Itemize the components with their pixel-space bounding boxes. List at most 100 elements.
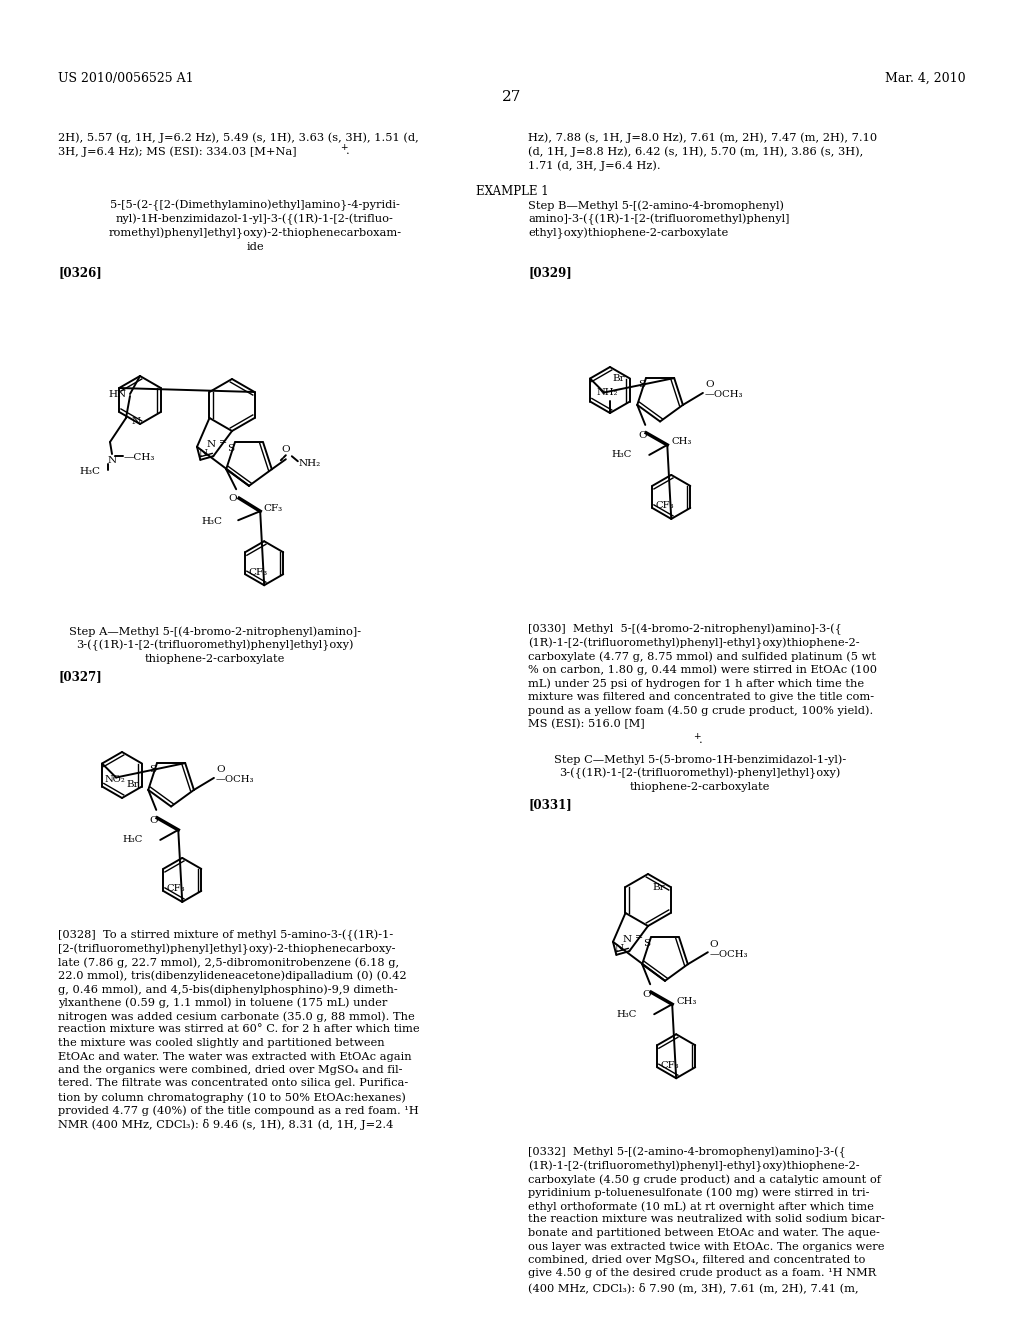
Text: 5-[5-(2-{[2-(Dimethylamino)ethyl]amino}-4-pyridi-: 5-[5-(2-{[2-(Dimethylamino)ethyl]amino}-… (110, 201, 400, 211)
Text: 3-({(1R)-1-[2-(trifluoromethyl)phenyl]ethyl}oxy): 3-({(1R)-1-[2-(trifluoromethyl)phenyl]et… (76, 640, 353, 651)
Text: (400 MHz, CDCl₃): δ 7.90 (m, 3H), 7.61 (m, 2H), 7.41 (m,: (400 MHz, CDCl₃): δ 7.90 (m, 3H), 7.61 (… (528, 1282, 859, 1292)
Text: tion by column chromatography (10 to 50% EtOAc:hexanes): tion by column chromatography (10 to 50%… (58, 1092, 406, 1102)
Text: H₃C: H₃C (616, 1010, 637, 1019)
Text: —CH₃: —CH₃ (124, 453, 156, 462)
Text: [2-(trifluoromethyl)phenyl]ethyl}oxy)-2-thiophenecarboxy-: [2-(trifluoromethyl)phenyl]ethyl}oxy)-2-… (58, 944, 395, 954)
Text: O: O (282, 445, 290, 454)
Text: [0327]: [0327] (58, 671, 101, 682)
Text: —OCH₃: —OCH₃ (705, 391, 743, 400)
Text: O: O (705, 380, 714, 389)
Text: (d, 1H, J=8.8 Hz), 6.42 (s, 1H), 5.70 (m, 1H), 3.86 (s, 3H),: (d, 1H, J=8.8 Hz), 6.42 (s, 1H), 5.70 (m… (528, 147, 863, 157)
Text: NO₂: NO₂ (104, 775, 125, 784)
Text: [0329]: [0329] (528, 267, 571, 279)
Text: the mixture was cooled slightly and partitioned between: the mixture was cooled slightly and part… (58, 1038, 385, 1048)
Text: H₃C: H₃C (201, 516, 222, 525)
Text: N: N (199, 449, 208, 458)
Text: [0328]  To a stirred mixture of methyl 5-amino-3-({(1R)-1-: [0328] To a stirred mixture of methyl 5-… (58, 931, 393, 941)
Text: romethyl)phenyl]ethyl}oxy)-2-thiophenecarboxam-: romethyl)phenyl]ethyl}oxy)-2-thiopheneca… (109, 228, 401, 239)
Text: S: S (643, 940, 650, 948)
Text: EtOAc and water. The water was extracted with EtOAc again: EtOAc and water. The water was extracted… (58, 1052, 412, 1061)
Text: nitrogen was added cesium carbonate (35.0 g, 88 mmol). The: nitrogen was added cesium carbonate (35.… (58, 1011, 415, 1022)
Text: mixture was filtered and concentrated to give the title com-: mixture was filtered and concentrated to… (528, 692, 874, 701)
Text: and the organics were combined, dried over MgSO₄ and fil-: and the organics were combined, dried ov… (58, 1065, 402, 1074)
Text: bonate and partitioned between EtOAc and water. The aque-: bonate and partitioned between EtOAc and… (528, 1228, 880, 1238)
Text: 2H), 5.57 (q, 1H, J=6.2 Hz), 5.49 (s, 1H), 3.63 (s, 3H), 1.51 (d,: 2H), 5.57 (q, 1H, J=6.2 Hz), 5.49 (s, 1H… (58, 132, 419, 143)
Text: ylxanthene (0.59 g, 1.1 mmol) in toluene (175 mL) under: ylxanthene (0.59 g, 1.1 mmol) in toluene… (58, 998, 387, 1008)
Text: (1R)-1-[2-(trifluoromethyl)phenyl]-ethyl}oxy)thiophene-2-: (1R)-1-[2-(trifluoromethyl)phenyl]-ethyl… (528, 1160, 859, 1172)
Text: CF₃: CF₃ (655, 502, 674, 511)
Text: provided 4.77 g (40%) of the title compound as a red foam. ¹H: provided 4.77 g (40%) of the title compo… (58, 1106, 419, 1117)
Text: —OCH₃: —OCH₃ (710, 949, 749, 958)
Text: CF₃: CF₃ (166, 884, 184, 894)
Text: +: + (693, 733, 700, 741)
Text: [0326]: [0326] (58, 267, 101, 279)
Text: g, 0.46 mmol), and 4,5-bis(diphenylphosphino)-9,9 dimeth-: g, 0.46 mmol), and 4,5-bis(diphenylphosp… (58, 983, 397, 994)
Text: Br: Br (653, 883, 666, 891)
Text: pound as a yellow foam (4.50 g crude product, 100% yield).: pound as a yellow foam (4.50 g crude pro… (528, 705, 873, 715)
Text: O: O (228, 494, 238, 503)
Text: NH₂: NH₂ (596, 388, 617, 397)
Text: Step A—Methyl 5-[(4-bromo-2-nitrophenyl)amino]-: Step A—Methyl 5-[(4-bromo-2-nitrophenyl)… (69, 626, 361, 636)
Text: % on carbon, 1.80 g, 0.44 mmol) were stirred in EtOAc (100: % on carbon, 1.80 g, 0.44 mmol) were sti… (528, 664, 877, 675)
Text: =: = (635, 933, 643, 941)
Text: give 4.50 g of the desired crude product as a foam. ¹H NMR: give 4.50 g of the desired crude product… (528, 1269, 877, 1279)
Text: N: N (207, 440, 216, 449)
Text: S: S (227, 445, 234, 453)
Text: [0330]  Methyl  5-[(4-bromo-2-nitrophenyl)amino]-3-({: [0330] Methyl 5-[(4-bromo-2-nitrophenyl)… (528, 624, 842, 635)
Text: carboxylate (4.50 g crude product) and a catalytic amount of: carboxylate (4.50 g crude product) and a… (528, 1173, 881, 1184)
Text: S: S (638, 380, 645, 389)
Text: Hz), 7.88 (s, 1H, J=8.0 Hz), 7.61 (m, 2H), 7.47 (m, 2H), 7.10: Hz), 7.88 (s, 1H, J=8.0 Hz), 7.61 (m, 2H… (528, 132, 878, 143)
Text: CH₃: CH₃ (672, 437, 691, 446)
Text: CF₃: CF₃ (660, 1061, 679, 1069)
Text: N: N (623, 935, 632, 944)
Text: NH₂: NH₂ (299, 459, 322, 469)
Text: N: N (131, 417, 140, 426)
Text: [0331]: [0331] (528, 799, 571, 810)
Text: thiophene-2-carboxylate: thiophene-2-carboxylate (630, 781, 770, 792)
Text: S: S (150, 766, 157, 774)
Text: CF₃: CF₃ (248, 568, 267, 577)
Text: EXAMPLE 1: EXAMPLE 1 (476, 185, 548, 198)
Text: N: N (108, 455, 117, 465)
Text: MS (ESI): 516.0 [M]: MS (ESI): 516.0 [M] (528, 718, 645, 729)
Text: tered. The filtrate was concentrated onto silica gel. Purifica-: tered. The filtrate was concentrated ont… (58, 1078, 409, 1089)
Text: reaction mixture was stirred at 60° C. for 2 h after which time: reaction mixture was stirred at 60° C. f… (58, 1024, 420, 1035)
Text: ide: ide (246, 242, 264, 252)
Text: late (7.86 g, 22.7 mmol), 2,5-dibromonitrobenzene (6.18 g,: late (7.86 g, 22.7 mmol), 2,5-dibromonit… (58, 957, 399, 968)
Text: (1R)-1-[2-(trifluoromethyl)phenyl]-ethyl}oxy)thiophene-2-: (1R)-1-[2-(trifluoromethyl)phenyl]-ethyl… (528, 638, 859, 649)
Text: CH₃: CH₃ (676, 997, 696, 1006)
Text: .: . (346, 147, 350, 156)
Text: 22.0 mmol), tris(dibenzylideneacetone)dipalladium (0) (0.42: 22.0 mmol), tris(dibenzylideneacetone)di… (58, 970, 407, 981)
Text: combined, dried over MgSO₄, filtered and concentrated to: combined, dried over MgSO₄, filtered and… (528, 1255, 865, 1265)
Text: [0332]  Methyl 5-[(2-amino-4-bromophenyl)amino]-3-({: [0332] Methyl 5-[(2-amino-4-bromophenyl)… (528, 1147, 846, 1159)
Text: CF₃: CF₃ (263, 504, 283, 512)
Text: O: O (148, 816, 158, 825)
Text: 27: 27 (503, 90, 521, 104)
Text: nyl)-1H-benzimidazol-1-yl]-3-({(1R)-1-[2-(trifluo-: nyl)-1H-benzimidazol-1-yl]-3-({(1R)-1-[2… (116, 214, 394, 226)
Text: .: . (699, 735, 702, 744)
Text: ethyl orthoformate (10 mL) at rt overnight after which time: ethyl orthoformate (10 mL) at rt overnig… (528, 1201, 873, 1212)
Text: 1.71 (d, 3H, J=6.4 Hz).: 1.71 (d, 3H, J=6.4 Hz). (528, 160, 660, 170)
Text: Mar. 4, 2010: Mar. 4, 2010 (886, 73, 966, 84)
Text: N: N (615, 944, 624, 953)
Text: Br: Br (612, 374, 625, 383)
Text: Step C—Methyl 5-(5-bromo-1H-benzimidazol-1-yl)-: Step C—Methyl 5-(5-bromo-1H-benzimidazol… (554, 754, 846, 764)
Text: O: O (638, 430, 646, 440)
Text: =: = (219, 438, 227, 446)
Text: H₃C: H₃C (612, 450, 632, 459)
Text: O: O (643, 990, 651, 999)
Text: Br: Br (126, 780, 139, 789)
Text: thiophene-2-carboxylate: thiophene-2-carboxylate (144, 653, 286, 664)
Text: —OCH₃: —OCH₃ (216, 775, 254, 784)
Text: H₃C: H₃C (79, 467, 100, 477)
Text: 3H, J=6.4 Hz); MS (ESI): 334.03 [M+Na]: 3H, J=6.4 Hz); MS (ESI): 334.03 [M+Na] (58, 147, 297, 157)
Text: Step B—Methyl 5-[(2-amino-4-bromophenyl): Step B—Methyl 5-[(2-amino-4-bromophenyl) (528, 201, 784, 211)
Text: ous layer was extracted twice with EtOAc. The organics were: ous layer was extracted twice with EtOAc… (528, 1242, 885, 1251)
Text: 3-({(1R)-1-[2-(trifluoromethyl)-phenyl]ethyl}oxy): 3-({(1R)-1-[2-(trifluoromethyl)-phenyl]e… (559, 768, 841, 779)
Text: the reaction mixture was neutralized with solid sodium bicar-: the reaction mixture was neutralized wit… (528, 1214, 885, 1225)
Text: HN: HN (109, 389, 127, 399)
Text: O: O (710, 940, 719, 949)
Text: carboxylate (4.77 g, 8.75 mmol) and sulfided platinum (5 wt: carboxylate (4.77 g, 8.75 mmol) and sulf… (528, 651, 876, 661)
Text: O: O (216, 766, 224, 775)
Text: amino]-3-({(1R)-1-[2-(trifluoromethyl)phenyl]: amino]-3-({(1R)-1-[2-(trifluoromethyl)ph… (528, 214, 790, 226)
